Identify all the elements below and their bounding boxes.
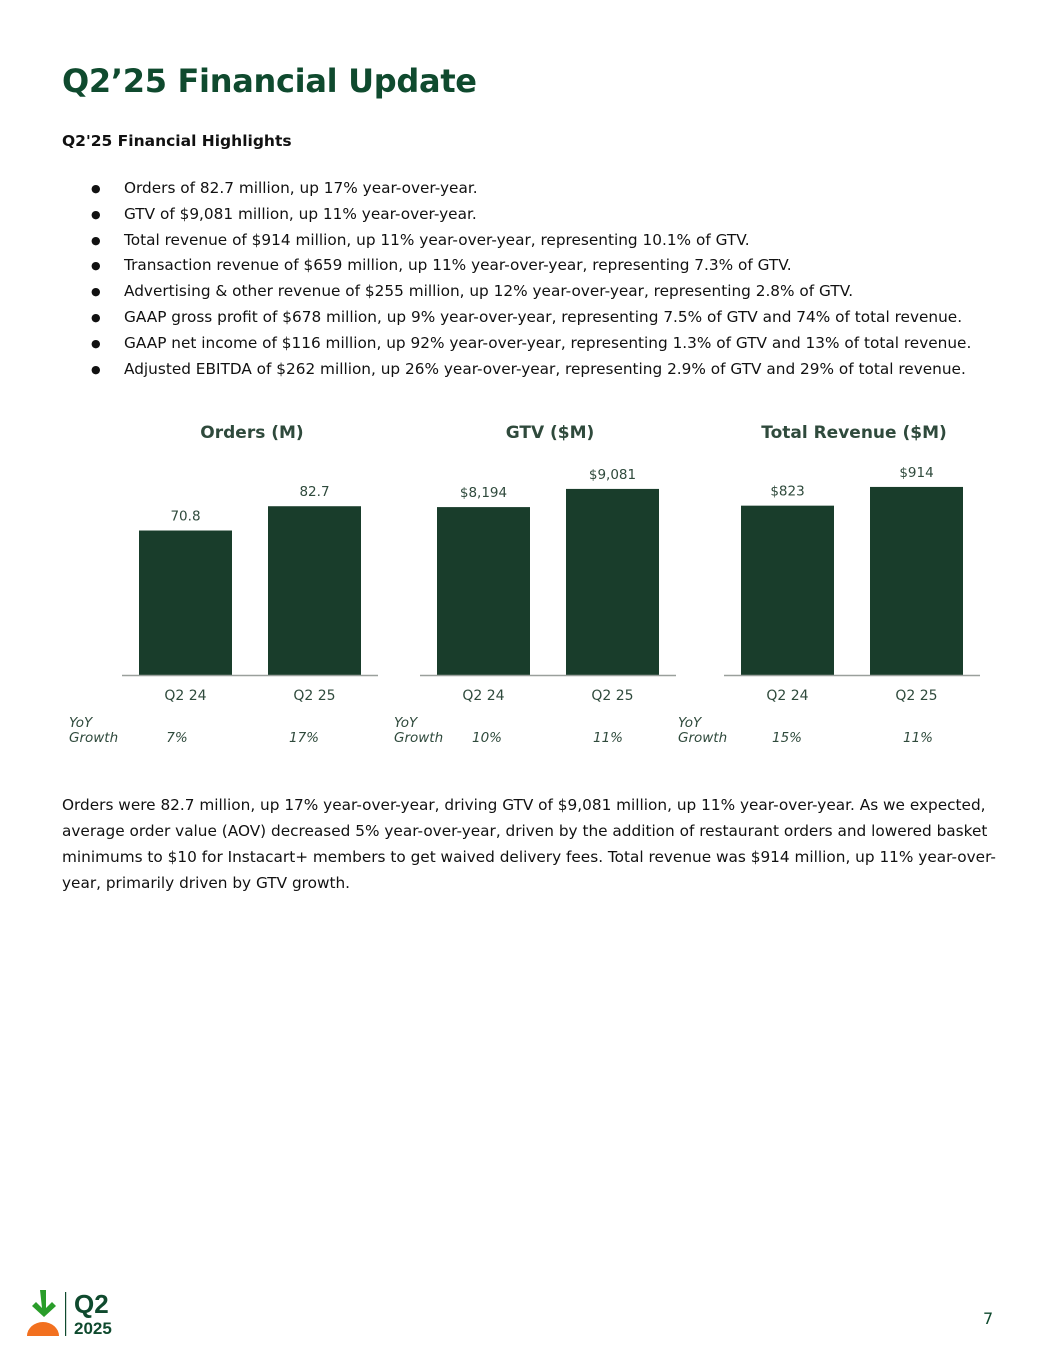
list-item: GAAP gross profit of $678 million, up 9%… [62, 305, 971, 331]
bar [870, 486, 963, 675]
yoy-label: Growth [69, 730, 118, 746]
bar-value-label: 82.7 [299, 484, 329, 500]
list-item: Orders of 82.7 million, up 17% year-over… [62, 176, 971, 202]
highlights-heading: Q2'25 Financial Highlights [62, 132, 292, 150]
page-title: Q2’25 Financial Update [62, 62, 477, 100]
q2-2025-logo: Q2 2025 [24, 1288, 124, 1344]
bar-value-label: $9,081 [589, 467, 636, 483]
logo-quarter: Q2 [74, 1289, 109, 1319]
list-item: Transaction revenue of $659 million, up … [62, 253, 971, 279]
chart-title: Total Revenue ($M) [761, 423, 947, 443]
bar [566, 488, 659, 675]
bar-value-label: $8,194 [460, 485, 507, 501]
list-item: Adjusted EBITDA of $262 million, up 26% … [62, 357, 971, 383]
bar-value-label: $823 [770, 484, 804, 500]
category-label: Q2 24 [164, 688, 206, 704]
yoy-growth-value: 10% [472, 730, 502, 746]
page-number: 7 [983, 1309, 994, 1328]
bar [268, 506, 361, 675]
bar-value-label: $914 [899, 465, 933, 481]
category-label: Q2 25 [895, 688, 937, 704]
highlights-list: Orders of 82.7 million, up 17% year-over… [62, 176, 971, 382]
bar-value-label: 70.8 [170, 509, 200, 525]
yoy-label: Growth [394, 730, 443, 746]
yoy-growth-value: 11% [903, 730, 933, 746]
logo-year: 2025 [74, 1319, 112, 1338]
bar [741, 505, 834, 675]
yoy-label: YoY [678, 715, 703, 731]
list-item: Advertising & other revenue of $255 mill… [62, 279, 971, 305]
bar [139, 530, 232, 675]
carrot-icon [27, 1290, 59, 1336]
category-label: Q2 25 [293, 688, 335, 704]
bar [437, 507, 530, 675]
yoy-growth-value: 17% [289, 730, 319, 746]
yoy-growth-value: 7% [166, 730, 187, 746]
chart-title: GTV ($M) [506, 423, 595, 443]
charts-group: Orders (M)70.8Q2 247%82.7Q2 2517%YoYGrow… [69, 423, 980, 746]
category-label: Q2 24 [462, 688, 504, 704]
yoy-label: YoY [394, 715, 419, 731]
yoy-label: Growth [678, 730, 727, 746]
yoy-growth-value: 11% [593, 730, 623, 746]
category-label: Q2 25 [591, 688, 633, 704]
yoy-label: YoY [69, 715, 94, 731]
list-item: GAAP net income of $116 million, up 92% … [62, 331, 971, 357]
list-item: Total revenue of $914 million, up 11% ye… [62, 228, 971, 254]
yoy-growth-value: 15% [772, 730, 802, 746]
body-paragraph: Orders were 82.7 million, up 17% year-ov… [62, 796, 996, 892]
category-label: Q2 24 [766, 688, 808, 704]
list-item: GTV of $9,081 million, up 11% year-over-… [62, 202, 971, 228]
chart-title: Orders (M) [200, 423, 303, 443]
